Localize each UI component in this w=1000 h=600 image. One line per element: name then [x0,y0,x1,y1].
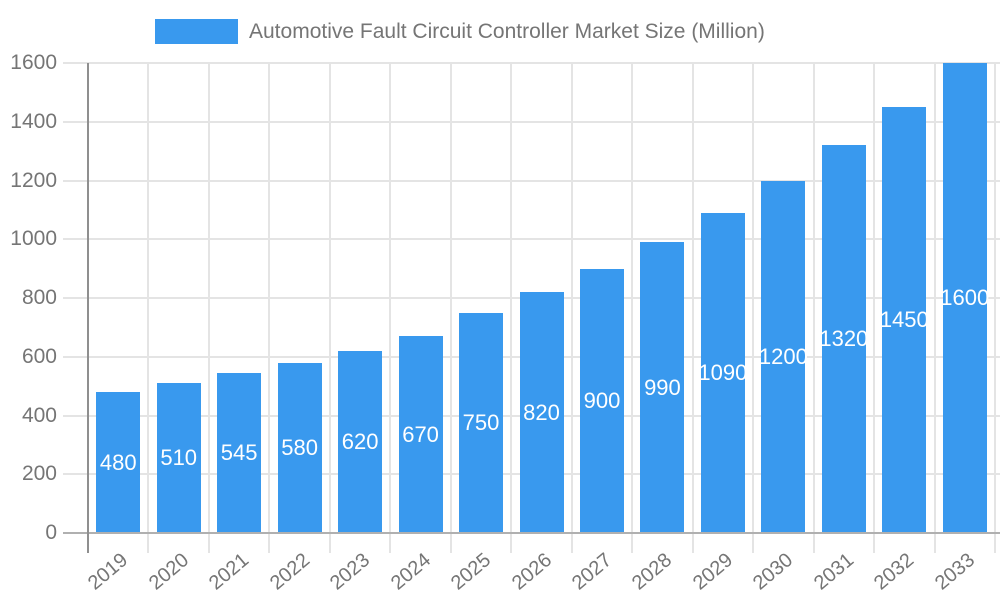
x-gridline [389,63,392,553]
bar-value-label: 545 [220,439,258,465]
x-axis-tick-label: 2019 [84,549,133,595]
x-axis-tick-label: 2031 [809,549,858,595]
x-gridline [570,63,573,553]
x-axis-tick-label: 2020 [144,549,193,595]
x-axis-tick-label: 2026 [507,549,556,595]
y-axis-tick-label: 400 [21,403,57,427]
bar[interactable] [277,362,322,533]
x-axis-tick-label: 2027 [567,549,617,595]
bar[interactable] [96,392,141,533]
y-gridline [63,62,1000,64]
bar-value-label: 750 [462,409,500,435]
bar-value-label: 1200 [758,343,808,369]
legend-series-label: Automotive Fault Circuit Controller Mark… [249,20,765,43]
bar[interactable] [519,292,564,533]
y-axis-tick-label: 200 [21,462,57,486]
x-gridline [752,63,755,553]
y-gridline [63,238,1000,241]
bar-value-label: 670 [402,421,439,447]
bar-value-label: 1320 [819,326,869,352]
x-gridline [207,63,210,553]
bar-value-label: 990 [644,374,681,400]
bar[interactable] [821,145,866,533]
x-axis-tick-label: 2029 [688,549,738,595]
x-axis-tick-label: 2033 [930,549,979,595]
y-axis-tick-label: 0 [45,521,57,544]
y-axis-line [87,63,89,553]
x-gridline [933,63,936,553]
y-axis-tick-label: 800 [21,286,57,309]
bar-value-label: 1600 [940,285,990,310]
bar-value-label: 900 [583,387,621,413]
bar[interactable] [156,383,201,533]
bar-value-label: 580 [281,434,318,460]
bar[interactable] [398,336,443,533]
bar[interactable] [579,268,624,533]
y-axis-tick-label: 1400 [10,109,57,133]
x-axis-line [63,532,1000,534]
x-axis-tick-label: 2025 [446,549,496,595]
y-axis-tick-label: 1000 [10,227,57,251]
bar-value-label: 510 [160,445,198,471]
bar[interactable] [217,372,262,533]
y-axis-tick-label: 1600 [10,51,57,74]
x-gridline [510,63,513,553]
x-gridline [873,63,876,553]
x-gridline [812,63,815,553]
y-axis-tick-label: 1200 [10,168,57,192]
legend-item[interactable]: Automotive Fault Circuit Controller Mark… [155,19,765,44]
x-gridline [691,63,694,553]
bar[interactable] [761,180,806,533]
x-gridline [631,63,634,553]
bar[interactable] [942,63,987,533]
bar-value-label: 620 [341,428,379,454]
x-axis-tick-label: 2032 [870,549,919,595]
legend-swatch-icon [155,19,238,44]
bar[interactable] [338,350,383,533]
y-gridline [63,120,1000,123]
y-gridline [63,179,1000,182]
bar-value-label: 1090 [698,359,748,385]
bar[interactable] [640,242,685,533]
y-axis-tick-label: 600 [21,344,57,368]
x-axis-tick-label: 2028 [628,549,677,595]
x-axis-tick-label: 2024 [386,549,435,595]
x-gridline [268,63,271,553]
x-axis-tick-label: 2022 [265,549,314,595]
x-gridline [449,63,452,553]
bar-value-label: 480 [99,449,137,475]
bar[interactable] [459,312,504,533]
x-gridline [328,63,331,553]
bar[interactable] [700,212,745,533]
x-axis-tick-label: 2030 [749,549,798,595]
x-axis-tick-label: 2021 [205,549,254,595]
x-gridline [994,63,996,553]
x-gridline [147,63,150,553]
x-axis-tick-label: 2023 [326,549,375,595]
bar-value-label: 820 [523,399,560,425]
bar-value-label: 1450 [879,307,929,333]
bar[interactable] [882,107,927,533]
